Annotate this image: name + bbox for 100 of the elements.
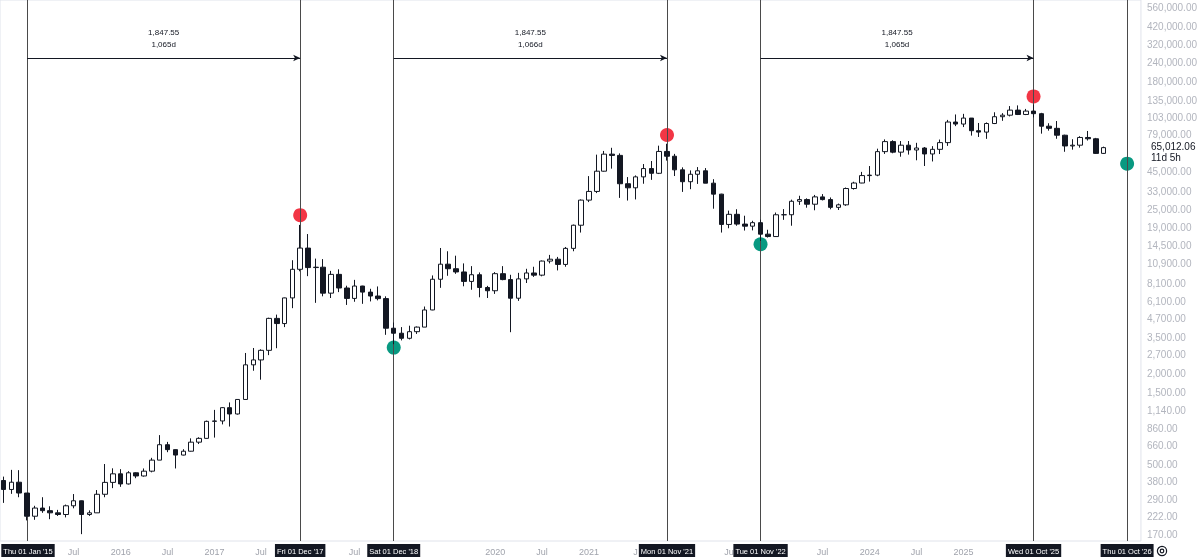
candlestick xyxy=(336,268,342,293)
candlestick xyxy=(1015,104,1021,116)
x-tick-label: Jul xyxy=(255,546,267,557)
candlestick xyxy=(586,175,592,203)
text: 11d 5h xyxy=(1151,152,1181,164)
candlestick xyxy=(961,113,966,128)
y-tick-label: 240,000.00 xyxy=(1146,57,1198,69)
y-tick-label: 290.00 xyxy=(1146,493,1178,505)
candlestick xyxy=(773,212,779,238)
candlestick xyxy=(976,122,981,138)
candlestick xyxy=(94,489,100,514)
x-tick-label: Ju xyxy=(724,546,734,557)
candlestick xyxy=(781,208,787,221)
candlestick xyxy=(867,165,872,183)
candlestick xyxy=(508,274,513,333)
annotation: 1,847.55 xyxy=(514,27,547,37)
candlestick xyxy=(641,163,646,185)
y-tick-label: 103,000.00 xyxy=(1146,112,1198,124)
x-tick-label: Jul xyxy=(161,546,174,557)
x-tick-label: 2020 xyxy=(485,546,506,557)
x-tick-label: Jul xyxy=(816,546,829,557)
candlestick xyxy=(414,325,420,335)
candlestick xyxy=(47,505,53,520)
candlestick xyxy=(383,295,389,336)
candlestick xyxy=(836,203,841,211)
candlestick xyxy=(274,314,280,349)
candlestick xyxy=(422,306,427,328)
candlestick xyxy=(719,193,724,234)
candlestick xyxy=(758,219,763,242)
candlestick xyxy=(1070,138,1075,151)
x-tick-label: 2024 xyxy=(859,546,880,557)
candlestick xyxy=(1007,105,1013,117)
candlestick xyxy=(477,271,482,298)
candlestick xyxy=(235,398,240,416)
candlestick xyxy=(563,246,568,268)
annotation: 1,847.55 xyxy=(148,27,180,37)
candlestick xyxy=(937,139,943,155)
candlestick xyxy=(344,285,350,306)
y-tick-label: 8,100.00 xyxy=(1146,277,1187,289)
candlestick xyxy=(726,210,732,229)
y-tick-label: 135,000.00 xyxy=(1146,94,1198,106)
candlestick xyxy=(914,142,919,161)
candlestick xyxy=(750,220,755,231)
candlestick xyxy=(531,266,537,278)
annotation: 1,065d xyxy=(151,39,176,49)
point xyxy=(1120,156,1135,171)
annotation: 1,066d xyxy=(518,39,543,49)
x-tick-label: Jul xyxy=(536,546,548,557)
candlestick xyxy=(102,463,108,498)
text: 65,012.06 xyxy=(1151,141,1196,153)
candlestick xyxy=(765,229,771,239)
y-tick-label: 33,000.00 xyxy=(1146,186,1192,198)
candlestick xyxy=(524,268,529,284)
candlestick xyxy=(992,111,997,125)
candlestick xyxy=(40,496,45,514)
y-tick-label: 180,000.00 xyxy=(1146,75,1198,87)
candlestick xyxy=(251,347,256,372)
candlestick xyxy=(1085,130,1091,142)
x-tick-label: 2021 xyxy=(579,546,600,557)
candlestick xyxy=(212,409,217,439)
candlestick xyxy=(571,224,576,252)
candlestick xyxy=(157,434,162,461)
candlestick xyxy=(984,121,989,140)
y-tick-label: 380.00 xyxy=(1146,476,1178,488)
candlestick xyxy=(1101,146,1106,155)
y-tick-label: 420,000.00 xyxy=(1146,20,1198,32)
candlestick xyxy=(804,197,810,209)
candlestick xyxy=(695,166,700,185)
candlestick xyxy=(1054,120,1060,140)
candlestick xyxy=(227,401,232,428)
candlestick xyxy=(1062,134,1068,153)
candlestick xyxy=(305,233,311,277)
candlestick xyxy=(492,271,498,295)
candlestick xyxy=(633,174,638,200)
candlestick xyxy=(453,255,459,275)
candlestick xyxy=(539,260,545,277)
candlestick xyxy=(282,297,287,328)
candlestick xyxy=(1093,137,1099,155)
candlestick xyxy=(843,187,849,207)
candlestick xyxy=(906,140,911,156)
y-tick-label: 500.00 xyxy=(1146,458,1178,470)
candlestick xyxy=(812,194,818,211)
point xyxy=(293,208,308,223)
candlestick xyxy=(711,178,716,210)
candlestick xyxy=(500,265,506,281)
candlestick xyxy=(204,420,209,440)
y-tick-label: 560,000.00 xyxy=(1146,2,1198,14)
candlestick xyxy=(547,254,553,264)
y-tick-label: 170.00 xyxy=(1146,528,1178,540)
candlestick xyxy=(703,167,708,184)
annotation: 1,065d xyxy=(884,39,910,49)
candlestick xyxy=(1,476,6,504)
candlestick xyxy=(258,348,264,381)
y-tick-label: 320,000.00 xyxy=(1146,38,1198,50)
candlestick xyxy=(266,317,272,356)
y-tick-label: 25,000.00 xyxy=(1146,204,1192,216)
candlestick xyxy=(578,198,584,234)
candlestick xyxy=(79,500,84,535)
annotation: 1,847.55 xyxy=(881,27,914,37)
candlestick xyxy=(945,119,951,147)
